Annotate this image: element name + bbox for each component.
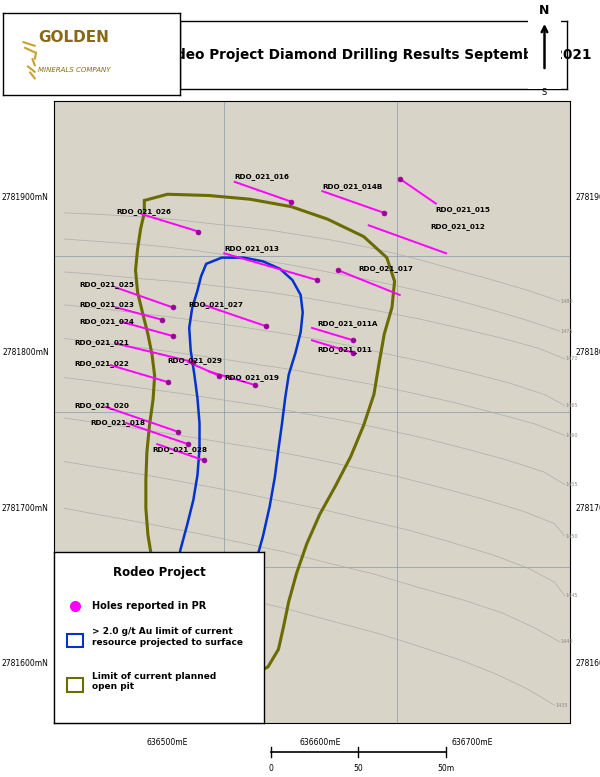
Text: RDO_021_017: RDO_021_017 bbox=[358, 266, 413, 272]
Text: Holes reported in PR: Holes reported in PR bbox=[92, 601, 206, 611]
Text: 1470: 1470 bbox=[566, 357, 578, 361]
Text: RDO_021_026: RDO_021_026 bbox=[116, 208, 171, 215]
Text: RDO_021_013: RDO_021_013 bbox=[224, 246, 279, 253]
Text: RDO_021_029: RDO_021_029 bbox=[167, 357, 223, 364]
Text: RDO_021_015: RDO_021_015 bbox=[436, 207, 491, 213]
Text: RDO_021_020: RDO_021_020 bbox=[74, 402, 130, 409]
Text: RDO_021_019: RDO_021_019 bbox=[224, 375, 279, 381]
Text: N: N bbox=[539, 5, 550, 17]
Bar bbox=[67, 678, 83, 692]
Text: RDO_021_023: RDO_021_023 bbox=[80, 301, 134, 308]
Text: RDO_021_028: RDO_021_028 bbox=[152, 446, 207, 452]
Text: RDO_021_018: RDO_021_018 bbox=[90, 419, 145, 426]
Text: RDO_021_011: RDO_021_011 bbox=[317, 347, 372, 353]
Text: 636700mE: 636700mE bbox=[451, 738, 493, 747]
Text: RDO_021_011A: RDO_021_011A bbox=[317, 320, 377, 327]
Text: 2781900mN: 2781900mN bbox=[575, 193, 600, 202]
Text: RDO_021_025: RDO_021_025 bbox=[80, 281, 135, 287]
Text: 1465: 1465 bbox=[566, 403, 578, 408]
Text: 1475: 1475 bbox=[561, 329, 573, 333]
Text: RDO_021_021: RDO_021_021 bbox=[74, 339, 130, 346]
Text: 2781900mN: 2781900mN bbox=[2, 193, 49, 202]
Text: 1455: 1455 bbox=[566, 482, 578, 487]
Text: 2781800mN: 2781800mN bbox=[2, 348, 49, 357]
Text: RDO_021_024: RDO_021_024 bbox=[80, 318, 134, 325]
Text: GOLDEN: GOLDEN bbox=[38, 30, 109, 45]
Text: 1435: 1435 bbox=[556, 702, 568, 708]
Text: Rodeo Project: Rodeo Project bbox=[113, 566, 205, 579]
Text: 2781600mN: 2781600mN bbox=[575, 659, 600, 668]
Text: 2781700mN: 2781700mN bbox=[575, 503, 600, 513]
Text: 50m: 50m bbox=[437, 764, 455, 772]
Text: 636500mE: 636500mE bbox=[147, 738, 188, 747]
Text: 0: 0 bbox=[268, 764, 273, 772]
Text: RDO_021_012: RDO_021_012 bbox=[431, 223, 485, 230]
Text: 1480: 1480 bbox=[561, 298, 573, 304]
Text: RDO_021_022: RDO_021_022 bbox=[74, 361, 130, 368]
Text: 1445: 1445 bbox=[566, 594, 578, 598]
Text: 2781600mN: 2781600mN bbox=[2, 659, 49, 668]
Text: 50: 50 bbox=[353, 764, 364, 772]
Text: Limit of current planned
open pit: Limit of current planned open pit bbox=[92, 672, 216, 692]
Text: RDO_021_016: RDO_021_016 bbox=[235, 173, 290, 180]
Text: S: S bbox=[542, 88, 547, 96]
Text: 2781700mN: 2781700mN bbox=[2, 503, 49, 513]
Bar bbox=[67, 634, 83, 647]
Text: 1440: 1440 bbox=[561, 639, 573, 644]
Text: > 2.0 g/t Au limit of current
resource projected to surface: > 2.0 g/t Au limit of current resource p… bbox=[92, 628, 243, 646]
Text: 1460: 1460 bbox=[566, 433, 578, 438]
Text: 2781800mN: 2781800mN bbox=[575, 348, 600, 357]
Text: 1450: 1450 bbox=[566, 534, 578, 538]
Text: RDO_021_014B: RDO_021_014B bbox=[322, 183, 383, 190]
Text: 636600mE: 636600mE bbox=[299, 738, 340, 747]
Text: Rodeo Project Diamond Drilling Results September 2021: Rodeo Project Diamond Drilling Results S… bbox=[156, 48, 591, 62]
Text: MINERALS COMPANY: MINERALS COMPANY bbox=[38, 68, 110, 73]
Text: RDO_021_027: RDO_021_027 bbox=[188, 301, 243, 308]
